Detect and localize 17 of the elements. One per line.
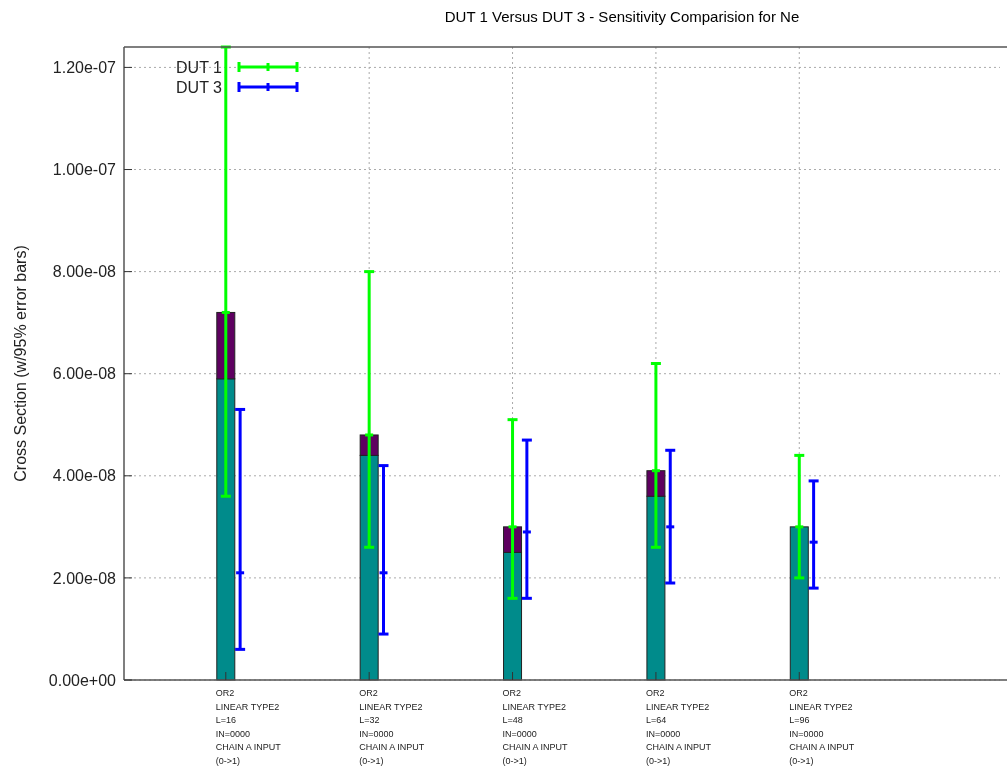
legend-label: DUT 1 [176, 58, 223, 76]
bar [789, 526, 809, 681]
y-tick-label: 1.00e-07 [52, 161, 117, 179]
y-tick-label: 2.00e-08 [52, 569, 117, 587]
x-tick-label: OR2 LINEAR TYPE2 L=16 IN=0000 CHAIN A INPUT (0->1) [215, 688, 282, 766]
x-tick-label: OR2 LINEAR TYPE2 L=64 IN=0000 CHAIN A INPUT (0->1) [645, 688, 712, 766]
y-tick-label: 4.00e-08 [52, 467, 117, 485]
y-axis-title: Cross Section (w/95% error bars) [12, 245, 29, 482]
y-tick-label: 0.00e+00 [48, 671, 117, 689]
y-tick-label: 1.20e-07 [52, 59, 117, 77]
y-tick-label: 6.00e-08 [52, 365, 117, 383]
x-tick-label: OR2 LINEAR TYPE2 L=96 IN=0000 CHAIN A INPUT (0->1) [789, 688, 855, 766]
x-tick-label: OR2 LINEAR TYPE2 L=48 IN=0000 CHAIN A INPUT (0->1) [502, 688, 569, 766]
y-tick-label: 8.00e-08 [52, 263, 117, 281]
chart-title: DUT 1 Versus DUT 3 - Sensitivity Comparision for Ne [444, 8, 800, 25]
x-tick-label: OR2 LINEAR TYPE2 L=32 IN=0000 CHAIN A INPUT (0->1) [359, 688, 425, 766]
legend-label: DUT 3 [176, 78, 223, 96]
